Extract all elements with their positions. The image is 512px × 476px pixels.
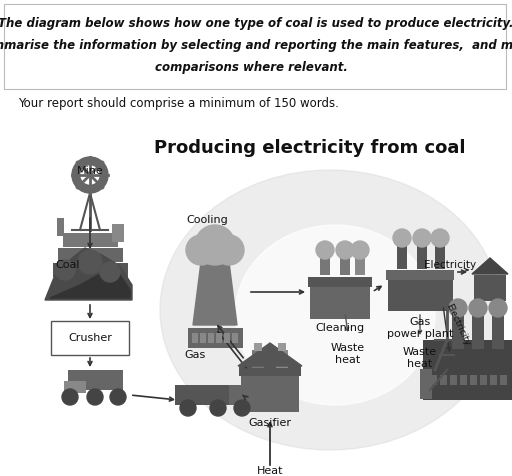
Text: Gas: Gas xyxy=(410,317,431,327)
FancyBboxPatch shape xyxy=(51,321,129,355)
Circle shape xyxy=(489,299,507,317)
Bar xyxy=(439,375,446,385)
Polygon shape xyxy=(50,275,130,298)
Bar xyxy=(57,248,122,262)
Text: Waste: Waste xyxy=(403,347,437,357)
FancyBboxPatch shape xyxy=(4,4,506,89)
Bar xyxy=(489,375,497,385)
Bar xyxy=(423,340,512,400)
Circle shape xyxy=(351,241,369,259)
Bar xyxy=(200,333,206,343)
Text: Your report should comprise a minimum of 150 words.: Your report should comprise a minimum of… xyxy=(18,97,339,109)
Circle shape xyxy=(72,157,108,193)
Bar xyxy=(355,253,365,275)
Circle shape xyxy=(449,299,467,317)
Bar xyxy=(112,224,124,242)
Bar xyxy=(397,241,407,269)
Circle shape xyxy=(186,235,216,265)
Bar xyxy=(64,381,86,393)
Bar xyxy=(492,311,504,349)
Text: Gasifier: Gasifier xyxy=(248,418,291,428)
Bar xyxy=(239,366,301,376)
Bar xyxy=(480,375,486,385)
Bar xyxy=(276,350,288,368)
Bar xyxy=(420,369,432,399)
Bar xyxy=(208,333,214,343)
Text: Gas: Gas xyxy=(184,350,206,360)
Text: heat: heat xyxy=(408,359,433,369)
Bar xyxy=(241,374,299,412)
Bar xyxy=(53,263,127,277)
Bar xyxy=(474,275,506,301)
Circle shape xyxy=(413,229,431,247)
Circle shape xyxy=(469,299,487,317)
Text: Electricity: Electricity xyxy=(424,260,476,270)
Circle shape xyxy=(234,400,250,416)
Bar xyxy=(56,218,63,236)
Circle shape xyxy=(195,225,235,265)
Bar xyxy=(340,253,350,275)
Bar xyxy=(386,270,454,280)
Bar xyxy=(68,370,122,390)
Bar xyxy=(232,333,238,343)
Bar xyxy=(470,375,477,385)
Text: Cooling: Cooling xyxy=(186,215,228,225)
Bar xyxy=(450,375,457,385)
Bar xyxy=(435,241,445,269)
Bar xyxy=(229,385,247,405)
Text: The diagram below shows how one type of coal is used to produce electricity.: The diagram below shows how one type of … xyxy=(0,18,512,30)
Bar xyxy=(472,311,484,349)
Bar xyxy=(216,333,222,343)
Bar xyxy=(192,333,198,343)
Circle shape xyxy=(100,262,120,282)
Circle shape xyxy=(78,250,102,274)
Circle shape xyxy=(62,389,78,405)
Text: power plant: power plant xyxy=(387,329,453,339)
Text: Heat: Heat xyxy=(257,466,283,476)
Polygon shape xyxy=(193,262,237,325)
Circle shape xyxy=(87,389,103,405)
Circle shape xyxy=(393,229,411,247)
Text: Cleaning: Cleaning xyxy=(315,323,365,333)
Bar xyxy=(500,375,506,385)
Bar xyxy=(252,350,264,368)
Circle shape xyxy=(316,241,334,259)
Circle shape xyxy=(81,166,99,184)
Bar xyxy=(224,333,230,343)
Ellipse shape xyxy=(235,225,435,405)
Bar xyxy=(310,281,370,319)
Text: Producing electricity from coal: Producing electricity from coal xyxy=(154,139,466,157)
Circle shape xyxy=(210,400,226,416)
Text: heat: heat xyxy=(335,355,360,365)
Bar xyxy=(452,311,464,349)
Polygon shape xyxy=(45,248,132,300)
Text: Coal: Coal xyxy=(55,260,79,270)
Circle shape xyxy=(214,235,244,265)
Circle shape xyxy=(110,389,126,405)
Circle shape xyxy=(336,241,354,259)
Text: Electricity: Electricity xyxy=(444,302,472,347)
Circle shape xyxy=(180,400,196,416)
Ellipse shape xyxy=(160,170,500,450)
Polygon shape xyxy=(238,343,302,366)
Bar xyxy=(62,233,117,247)
Bar xyxy=(459,375,466,385)
Bar xyxy=(254,343,262,351)
Text: Crusher: Crusher xyxy=(68,333,112,343)
Bar xyxy=(175,385,235,405)
Text: Mine: Mine xyxy=(77,166,103,176)
Bar xyxy=(388,273,453,311)
Circle shape xyxy=(55,260,75,280)
Bar xyxy=(417,241,427,269)
Bar xyxy=(187,328,243,348)
Polygon shape xyxy=(472,258,508,274)
Bar xyxy=(278,343,286,351)
Text: Waste: Waste xyxy=(331,343,365,353)
Text: comparisons where relevant.: comparisons where relevant. xyxy=(155,61,348,75)
Circle shape xyxy=(431,229,449,247)
Text: Summarise the information by selecting and reporting the main features,  and mak: Summarise the information by selecting a… xyxy=(0,40,512,52)
Bar xyxy=(430,375,437,385)
Bar xyxy=(308,277,372,287)
Bar xyxy=(320,253,330,275)
